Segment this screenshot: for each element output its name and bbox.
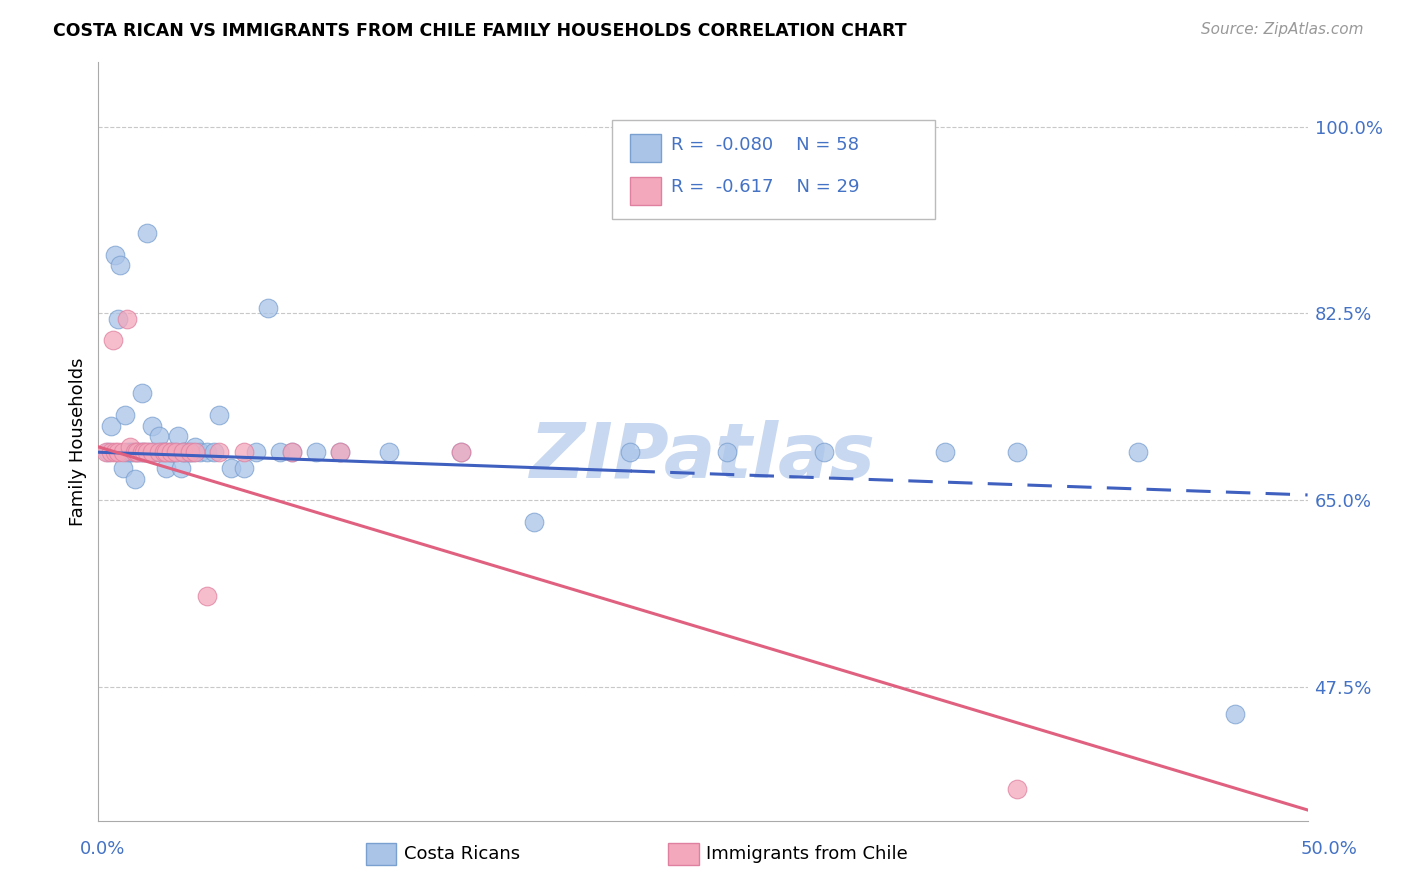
Text: Source: ZipAtlas.com: Source: ZipAtlas.com bbox=[1201, 22, 1364, 37]
Point bbox=[716, 445, 738, 459]
Point bbox=[152, 445, 174, 459]
Text: R =  -0.617    N = 29: R = -0.617 N = 29 bbox=[671, 178, 859, 196]
Point bbox=[177, 445, 200, 459]
Point bbox=[155, 445, 177, 459]
Point bbox=[188, 445, 211, 459]
Point bbox=[111, 461, 134, 475]
Point bbox=[100, 418, 122, 433]
Point bbox=[523, 515, 546, 529]
Point bbox=[174, 445, 197, 459]
Point bbox=[131, 386, 153, 401]
Point bbox=[181, 445, 204, 459]
Point bbox=[117, 311, 139, 326]
Point bbox=[167, 429, 190, 443]
Text: 0.0%: 0.0% bbox=[80, 840, 125, 858]
Point bbox=[329, 445, 352, 459]
Y-axis label: Family Households: Family Households bbox=[69, 358, 87, 525]
Point bbox=[114, 408, 136, 422]
Point bbox=[221, 461, 243, 475]
Point bbox=[160, 445, 183, 459]
Point bbox=[1007, 781, 1029, 796]
Point bbox=[172, 445, 194, 459]
Point bbox=[152, 445, 174, 459]
Point bbox=[128, 445, 150, 459]
Text: R =  -0.080    N = 58: R = -0.080 N = 58 bbox=[671, 136, 859, 154]
Point bbox=[281, 445, 304, 459]
Point bbox=[124, 472, 146, 486]
Point bbox=[179, 445, 201, 459]
Point bbox=[377, 445, 399, 459]
Point bbox=[204, 445, 226, 459]
Point bbox=[121, 445, 143, 459]
Point bbox=[135, 445, 157, 459]
Text: Immigrants from Chile: Immigrants from Chile bbox=[706, 845, 907, 863]
Point bbox=[813, 445, 835, 459]
Point bbox=[245, 445, 267, 459]
Point bbox=[162, 445, 184, 459]
Point bbox=[619, 445, 641, 459]
Point bbox=[934, 445, 956, 459]
Point bbox=[127, 445, 149, 459]
Point bbox=[131, 445, 153, 459]
Text: COSTA RICAN VS IMMIGRANTS FROM CHILE FAMILY HOUSEHOLDS CORRELATION CHART: COSTA RICAN VS IMMIGRANTS FROM CHILE FAM… bbox=[53, 22, 907, 40]
Point bbox=[118, 440, 141, 454]
Point bbox=[232, 445, 254, 459]
Point bbox=[208, 445, 231, 459]
Text: ZIPatlas: ZIPatlas bbox=[530, 420, 876, 493]
Point bbox=[117, 445, 139, 459]
Point bbox=[104, 247, 127, 261]
Point bbox=[118, 445, 141, 459]
Point bbox=[148, 445, 170, 459]
Point bbox=[450, 445, 472, 459]
Point bbox=[179, 445, 201, 459]
Point bbox=[150, 445, 173, 459]
Point bbox=[107, 311, 129, 326]
Point bbox=[141, 445, 163, 459]
Point bbox=[269, 445, 291, 459]
Point bbox=[195, 590, 218, 604]
Point bbox=[148, 429, 170, 443]
Point bbox=[256, 301, 278, 315]
Point bbox=[1128, 445, 1150, 459]
Point bbox=[165, 445, 187, 459]
Point bbox=[104, 445, 127, 459]
Point bbox=[108, 258, 131, 272]
Point bbox=[281, 445, 304, 459]
Point bbox=[1223, 706, 1246, 721]
Point bbox=[134, 445, 156, 459]
Point bbox=[160, 445, 183, 459]
Point bbox=[195, 445, 218, 459]
Point bbox=[97, 445, 120, 459]
Point bbox=[172, 445, 194, 459]
Point bbox=[232, 461, 254, 475]
Point bbox=[124, 445, 146, 459]
Point bbox=[450, 445, 472, 459]
Point bbox=[94, 445, 117, 459]
Point bbox=[305, 445, 328, 459]
Point bbox=[329, 445, 352, 459]
Point bbox=[143, 445, 166, 459]
Point bbox=[1007, 445, 1029, 459]
Point bbox=[141, 418, 163, 433]
Point bbox=[184, 445, 207, 459]
Point bbox=[169, 461, 191, 475]
Point bbox=[111, 445, 134, 459]
Point bbox=[208, 408, 231, 422]
Text: Costa Ricans: Costa Ricans bbox=[404, 845, 520, 863]
Point bbox=[165, 445, 187, 459]
Point bbox=[138, 445, 160, 459]
Point bbox=[184, 440, 207, 454]
Point bbox=[101, 333, 124, 347]
Point bbox=[100, 445, 122, 459]
Point bbox=[127, 445, 149, 459]
Point bbox=[145, 445, 167, 459]
Point bbox=[107, 445, 129, 459]
Point bbox=[135, 227, 157, 241]
Point bbox=[155, 461, 177, 475]
Point bbox=[157, 445, 180, 459]
Point bbox=[134, 445, 156, 459]
Text: 50.0%: 50.0% bbox=[1301, 840, 1357, 858]
